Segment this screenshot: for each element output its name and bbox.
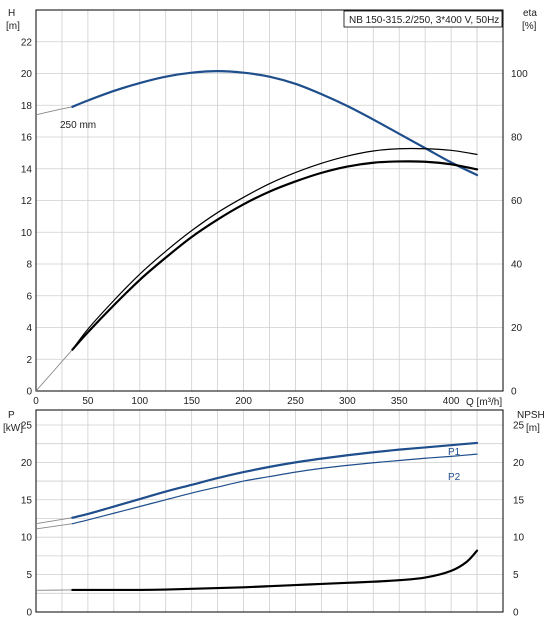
power-tick-label: 20 [21,458,33,469]
eta-upper-extrapolated-line [35,349,73,392]
head-tick-label: 16 [21,133,33,144]
npsh-axis-unit: [m] [526,423,540,434]
250-mm-curve [71,70,479,177]
npsh-axis-letter: NPSH [517,410,545,421]
npsh-tick-label: 5 [513,570,519,581]
x-tick-label: 50 [82,396,94,407]
npsh-tick-label: 25 [513,420,525,431]
head-tick-label: 8 [26,260,32,271]
npsh-tick-label: 20 [513,458,525,469]
npsh-curve [71,549,479,592]
power-tick-label: 10 [21,533,33,544]
flow-axis-label: Q [m³/h] [466,397,502,408]
x-tick-label: 250 [287,396,304,407]
npsh-tick-label: 10 [513,533,525,544]
efficiency-tick-label: 80 [511,133,523,144]
impeller-diameter-label: 250 mm [60,120,96,131]
data-series [35,70,479,592]
p2-curve [71,453,478,525]
p1-curve [71,441,479,519]
x-tick-label: 200 [235,396,252,407]
efficiency-tick-label: 60 [511,196,523,207]
npsh-tick-label: 15 [513,495,525,506]
p2-extrapolated-line [35,523,73,530]
250-mm-extrapolated-line [35,106,73,116]
head-tick-label: 10 [21,228,33,239]
efficiency-tick-label: 20 [511,323,523,334]
head-tick-label: 22 [21,37,33,48]
bottom-panel-frame [35,409,504,613]
head-tick-label: 20 [21,69,33,80]
efficiency-tick-label: 40 [511,260,523,271]
title-box [343,10,503,28]
chart-title: NB 150-315.2/250, 3*400 V, 50Hz [349,15,499,26]
head-tick-label: 4 [26,323,32,334]
efficiency-tick-label: 0 [511,387,517,398]
power-tick-label: 15 [21,495,33,506]
top-panel-frame [35,9,504,392]
x-tick-label: 0 [33,396,39,407]
x-tick-label: 100 [131,396,148,407]
efficiency-axis-letter: eta [523,8,537,19]
x-tick-label: 150 [183,396,200,407]
head-axis-letter: H [8,8,15,19]
power-tick-label: 25 [21,420,33,431]
x-tick-label: 400 [443,396,460,407]
bottom-panel-grid [35,410,503,613]
head-tick-label: 0 [26,387,32,398]
head-axis-unit: [m] [6,21,20,32]
power-tick-label: 5 [26,570,32,581]
efficiency-axis-unit: [%] [522,21,537,32]
tick-labels: 0 50 100 150 200 250 300 350 4000246810121416182… [21,37,528,618]
eta-curve [71,160,479,351]
top-panel-grid [35,9,503,392]
head-tick-label: 2 [26,355,32,366]
head-tick-label: 18 [21,101,33,112]
head-tick-label: 6 [26,291,32,302]
p1-extrapolated-line [35,517,73,525]
efficiency-tick-label: 100 [511,69,528,80]
power-tick-label: 0 [26,608,32,619]
x-tick-label: 350 [391,396,408,407]
head-tick-label: 12 [21,196,33,207]
power-axis-letter: P [8,410,15,421]
power-axis-unit: [kW] [3,423,23,434]
p2-label: P2 [448,472,461,483]
p1-label: P1 [448,447,461,458]
eta-upper-curve [71,147,478,351]
x-tick-label: 300 [339,396,356,407]
head-tick-label: 14 [21,164,33,175]
npsh-tick-label: 0 [513,608,519,619]
